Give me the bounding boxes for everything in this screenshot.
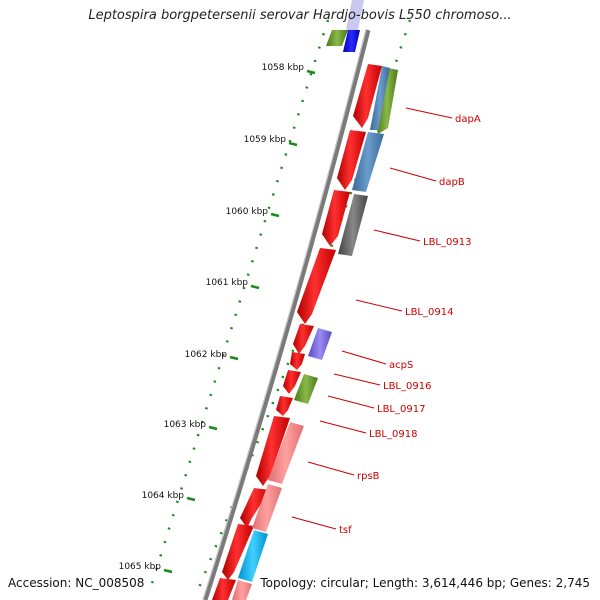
gene-label: tsf bbox=[339, 525, 352, 536]
gene-red-7 bbox=[283, 370, 301, 394]
scale-tick bbox=[186, 496, 196, 502]
gene-red-5 bbox=[293, 324, 314, 354]
gene-olive-top bbox=[326, 30, 348, 46]
scale-label: 1060 kbp bbox=[226, 207, 269, 217]
gene-label: LBL_0917 bbox=[377, 404, 425, 415]
gene-olive-LBL_0916 bbox=[294, 374, 318, 404]
leader-line bbox=[333, 373, 381, 386]
scale-tick bbox=[250, 284, 260, 290]
scale-label: 1061 kbp bbox=[206, 278, 249, 288]
scale-tick bbox=[163, 568, 173, 574]
gene-red-10 bbox=[240, 488, 270, 528]
gene-olive-dapA bbox=[376, 68, 398, 134]
gene-pink-tsf bbox=[252, 484, 282, 532]
gene-label: LBL_0914 bbox=[405, 307, 453, 318]
gene-red-4 bbox=[297, 248, 336, 324]
leader-line bbox=[291, 516, 337, 530]
gene-red-12 bbox=[212, 578, 236, 600]
gene-red-2 bbox=[337, 130, 366, 190]
accession-text: Accession: NC_008508 bbox=[8, 576, 149, 590]
leader-line bbox=[341, 350, 387, 365]
gene-label: dapA bbox=[455, 114, 481, 125]
gene-pink-rpsB bbox=[268, 422, 304, 484]
leader-line bbox=[319, 420, 367, 434]
scale-label: 1063 kbp bbox=[164, 420, 207, 430]
leader-line bbox=[405, 107, 453, 119]
gene-blue-top bbox=[343, 30, 360, 52]
gene-cyan bbox=[238, 530, 268, 582]
gene-red-9 bbox=[256, 416, 290, 486]
leader-line bbox=[327, 395, 375, 409]
backbone bbox=[202, 29, 371, 600]
scale-label: 1065 kbp bbox=[119, 562, 162, 572]
gene-pink-bottom bbox=[232, 580, 252, 600]
scale-label: 1064 kbp bbox=[142, 491, 185, 501]
gene-label: rpsB bbox=[357, 471, 380, 482]
scale-tick bbox=[229, 355, 239, 361]
gene-label: LBL_0913 bbox=[423, 237, 471, 248]
gene-red-3 bbox=[322, 190, 350, 246]
leader-line bbox=[355, 299, 403, 312]
leader-line bbox=[373, 229, 421, 242]
scale-tick bbox=[306, 69, 316, 75]
gene-red-6 bbox=[290, 352, 305, 370]
scale-tick bbox=[270, 212, 280, 218]
gene-red-1 bbox=[353, 64, 382, 128]
gene-purple-acpS bbox=[308, 328, 332, 360]
gene-gray-LBL_0913 bbox=[338, 194, 368, 256]
genome-summary-text: Topology: circular; Length: 3,614,446 bp… bbox=[256, 576, 590, 590]
gene-red-11 bbox=[222, 524, 254, 580]
scale-label: 1062 kbp bbox=[185, 350, 228, 360]
gene-lavender-top bbox=[346, 0, 364, 30]
scale-label: 1058 kbp bbox=[262, 63, 305, 73]
map-title: Leptospira borgpetersenii serovar Hardjo… bbox=[88, 8, 512, 23]
leader-line bbox=[307, 461, 355, 476]
backbone-highlight bbox=[202, 29, 367, 600]
scale-label: 1059 kbp bbox=[244, 135, 287, 145]
gene-label: LBL_0916 bbox=[383, 381, 431, 392]
gene-label: dapB bbox=[439, 177, 465, 188]
gene-red-8 bbox=[276, 396, 293, 416]
scale-tick bbox=[208, 425, 218, 431]
gene-label: acpS bbox=[389, 360, 413, 371]
scale-tick bbox=[288, 141, 298, 147]
leader-line bbox=[389, 167, 437, 182]
gene-steel-dapA bbox=[370, 66, 390, 130]
gene-label: LBL_0918 bbox=[369, 429, 417, 440]
gene-steel-dapB bbox=[352, 132, 384, 192]
